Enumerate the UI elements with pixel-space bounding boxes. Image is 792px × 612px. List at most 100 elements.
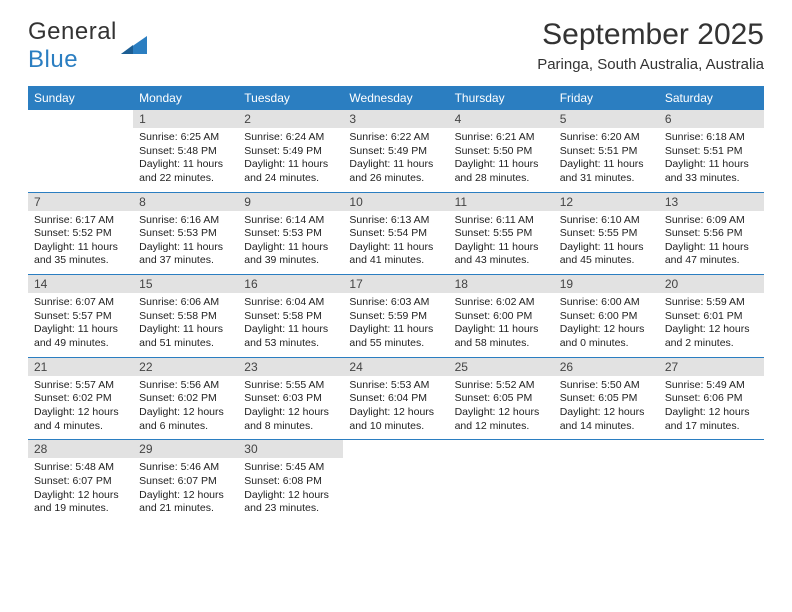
sunrise-text: Sunrise: 6:16 AM — [139, 214, 232, 228]
empty-cell: . — [28, 110, 133, 192]
daylight-text: Daylight: 12 hours — [244, 406, 337, 420]
sunset-text: Sunset: 5:58 PM — [139, 310, 232, 324]
day-info: Sunrise: 5:52 AMSunset: 6:05 PMDaylight:… — [455, 379, 548, 434]
daylight-text: Daylight: 12 hours — [665, 323, 758, 337]
day-cell: 9Sunrise: 6:14 AMSunset: 5:53 PMDaylight… — [238, 193, 343, 275]
day-number: 17 — [343, 275, 448, 293]
daylight-text: and 55 minutes. — [349, 337, 442, 351]
day-number: 14 — [28, 275, 133, 293]
day-info: Sunrise: 5:46 AMSunset: 6:07 PMDaylight:… — [139, 461, 232, 516]
sunset-text: Sunset: 5:57 PM — [34, 310, 127, 324]
day-cell: 16Sunrise: 6:04 AMSunset: 5:58 PMDayligh… — [238, 275, 343, 357]
day-cell: 6Sunrise: 6:18 AMSunset: 5:51 PMDaylight… — [659, 110, 764, 192]
sunset-text: Sunset: 6:07 PM — [139, 475, 232, 489]
daylight-text: Daylight: 11 hours — [455, 158, 548, 172]
daylight-text: and 37 minutes. — [139, 254, 232, 268]
day-cell: 18Sunrise: 6:02 AMSunset: 6:00 PMDayligh… — [449, 275, 554, 357]
sunrise-text: Sunrise: 5:57 AM — [34, 379, 127, 393]
day-cell: 8 Sunrise: 6:16 AMSunset: 5:53 PMDaylight… — [133, 193, 238, 275]
day-info: Sunrise: 5:50 AMSunset: 6:05 PMDaylight:… — [560, 379, 653, 434]
day-info: Sunrise: 6:06 AMSunset: 5:58 PMDaylight:… — [139, 296, 232, 351]
sunset-text: Sunset: 6:05 PM — [560, 392, 653, 406]
location-subtitle: Paringa, South Australia, Australia — [537, 56, 764, 73]
day-info: Sunrise: 6:17 AMSunset: 5:52 PMDaylight:… — [34, 214, 127, 269]
sunset-text: Sunset: 5:55 PM — [560, 227, 653, 241]
day-number: 28 — [28, 440, 133, 458]
day-number: 25 — [449, 358, 554, 376]
daylight-text: Daylight: 11 hours — [244, 323, 337, 337]
sunset-text: Sunset: 5:50 PM — [455, 145, 548, 159]
sunrise-text: Sunrise: 5:56 AM — [139, 379, 232, 393]
day-number: 18 — [449, 275, 554, 293]
day-info: Sunrise: 6:16 AMSunset: 5:53 PMDaylight:… — [139, 214, 232, 269]
day-info: Sunrise: 6:03 AMSunset: 5:59 PMDaylight:… — [349, 296, 442, 351]
day-info: Sunrise: 6:07 AMSunset: 5:57 PMDaylight:… — [34, 296, 127, 351]
daylight-text: Daylight: 12 hours — [139, 406, 232, 420]
day-info: Sunrise: 5:59 AMSunset: 6:01 PMDaylight:… — [665, 296, 758, 351]
sunrise-text: Sunrise: 6:22 AM — [349, 131, 442, 145]
day-info: Sunrise: 6:04 AMSunset: 5:58 PMDaylight:… — [244, 296, 337, 351]
sunset-text: Sunset: 6:03 PM — [244, 392, 337, 406]
day-number: 3 — [343, 110, 448, 128]
day-number: 27 — [659, 358, 764, 376]
day-info: Sunrise: 5:57 AMSunset: 6:02 PMDaylight:… — [34, 379, 127, 434]
daylight-text: Daylight: 11 hours — [34, 241, 127, 255]
week-row: .1Sunrise: 6:25 AMSunset: 5:48 PMDayligh… — [28, 110, 764, 193]
day-number: 9 — [238, 193, 343, 211]
day-info: Sunrise: 6:18 AMSunset: 5:51 PMDaylight:… — [665, 131, 758, 186]
daylight-text: Daylight: 12 hours — [560, 406, 653, 420]
sunset-text: Sunset: 5:56 PM — [665, 227, 758, 241]
empty-cell: . — [449, 440, 554, 522]
day-number: 8 — [133, 193, 238, 211]
title-block: September 2025 Paringa, South Australia,… — [537, 18, 764, 73]
sunset-text: Sunset: 6:01 PM — [665, 310, 758, 324]
sunrise-text: Sunrise: 6:14 AM — [244, 214, 337, 228]
day-header-sunday: Sunday — [28, 86, 133, 110]
day-number: 13 — [659, 193, 764, 211]
sunrise-text: Sunrise: 6:00 AM — [560, 296, 653, 310]
sunset-text: Sunset: 6:07 PM — [34, 475, 127, 489]
sunrise-text: Sunrise: 6:09 AM — [665, 214, 758, 228]
sunrise-text: Sunrise: 6:02 AM — [455, 296, 548, 310]
daylight-text: Daylight: 11 hours — [244, 158, 337, 172]
day-cell: 27 Sunrise: 5:49 AMSunset: 6:06 PMDayligh… — [659, 358, 764, 440]
day-cell: 5Sunrise: 6:20 AMSunset: 5:51 PMDaylight… — [554, 110, 659, 192]
daylight-text: and 17 minutes. — [665, 420, 758, 434]
logo-text: General Blue — [28, 18, 117, 74]
daylight-text: and 2 minutes. — [665, 337, 758, 351]
daylight-text: Daylight: 11 hours — [139, 158, 232, 172]
sunset-text: Sunset: 5:52 PM — [34, 227, 127, 241]
day-header-friday: Friday — [554, 86, 659, 110]
sunset-text: Sunset: 6:00 PM — [455, 310, 548, 324]
empty-cell: . — [554, 440, 659, 522]
day-cell: 20Sunrise: 5:59 AMSunset: 6:01 PMDayligh… — [659, 275, 764, 357]
sunset-text: Sunset: 5:49 PM — [244, 145, 337, 159]
daylight-text: and 41 minutes. — [349, 254, 442, 268]
day-cell: 25 Sunrise: 5:52 AMSunset: 6:05 PMDayligh… — [449, 358, 554, 440]
day-info: Sunrise: 5:49 AMSunset: 6:06 PMDaylight:… — [665, 379, 758, 434]
sunrise-text: Sunrise: 6:21 AM — [455, 131, 548, 145]
day-info: Sunrise: 6:13 AMSunset: 5:54 PMDaylight:… — [349, 214, 442, 269]
sunset-text: Sunset: 6:00 PM — [560, 310, 653, 324]
header: General Blue September 2025 Paringa, Sou… — [28, 18, 764, 74]
week-row: 28Sunrise: 5:48 AMSunset: 6:07 PMDayligh… — [28, 440, 764, 522]
daylight-text: and 35 minutes. — [34, 254, 127, 268]
day-number: 4 — [449, 110, 554, 128]
sunrise-text: Sunrise: 5:55 AM — [244, 379, 337, 393]
daylight-text: Daylight: 11 hours — [349, 323, 442, 337]
day-header-wednesday: Wednesday — [343, 86, 448, 110]
daylight-text: and 39 minutes. — [244, 254, 337, 268]
daylight-text: Daylight: 12 hours — [34, 489, 127, 503]
day-number: 12 — [554, 193, 659, 211]
day-number: 29 — [133, 440, 238, 458]
sunset-text: Sunset: 5:51 PM — [560, 145, 653, 159]
daylight-text: and 12 minutes. — [455, 420, 548, 434]
daylight-text: Daylight: 11 hours — [244, 241, 337, 255]
sunset-text: Sunset: 6:02 PM — [139, 392, 232, 406]
sunrise-text: Sunrise: 5:46 AM — [139, 461, 232, 475]
day-header-tuesday: Tuesday — [238, 86, 343, 110]
sunrise-text: Sunrise: 6:17 AM — [34, 214, 127, 228]
daylight-text: Daylight: 11 hours — [139, 241, 232, 255]
day-info: Sunrise: 5:45 AMSunset: 6:08 PMDaylight:… — [244, 461, 337, 516]
day-cell: 4 Sunrise: 6:21 AMSunset: 5:50 PMDaylight… — [449, 110, 554, 192]
